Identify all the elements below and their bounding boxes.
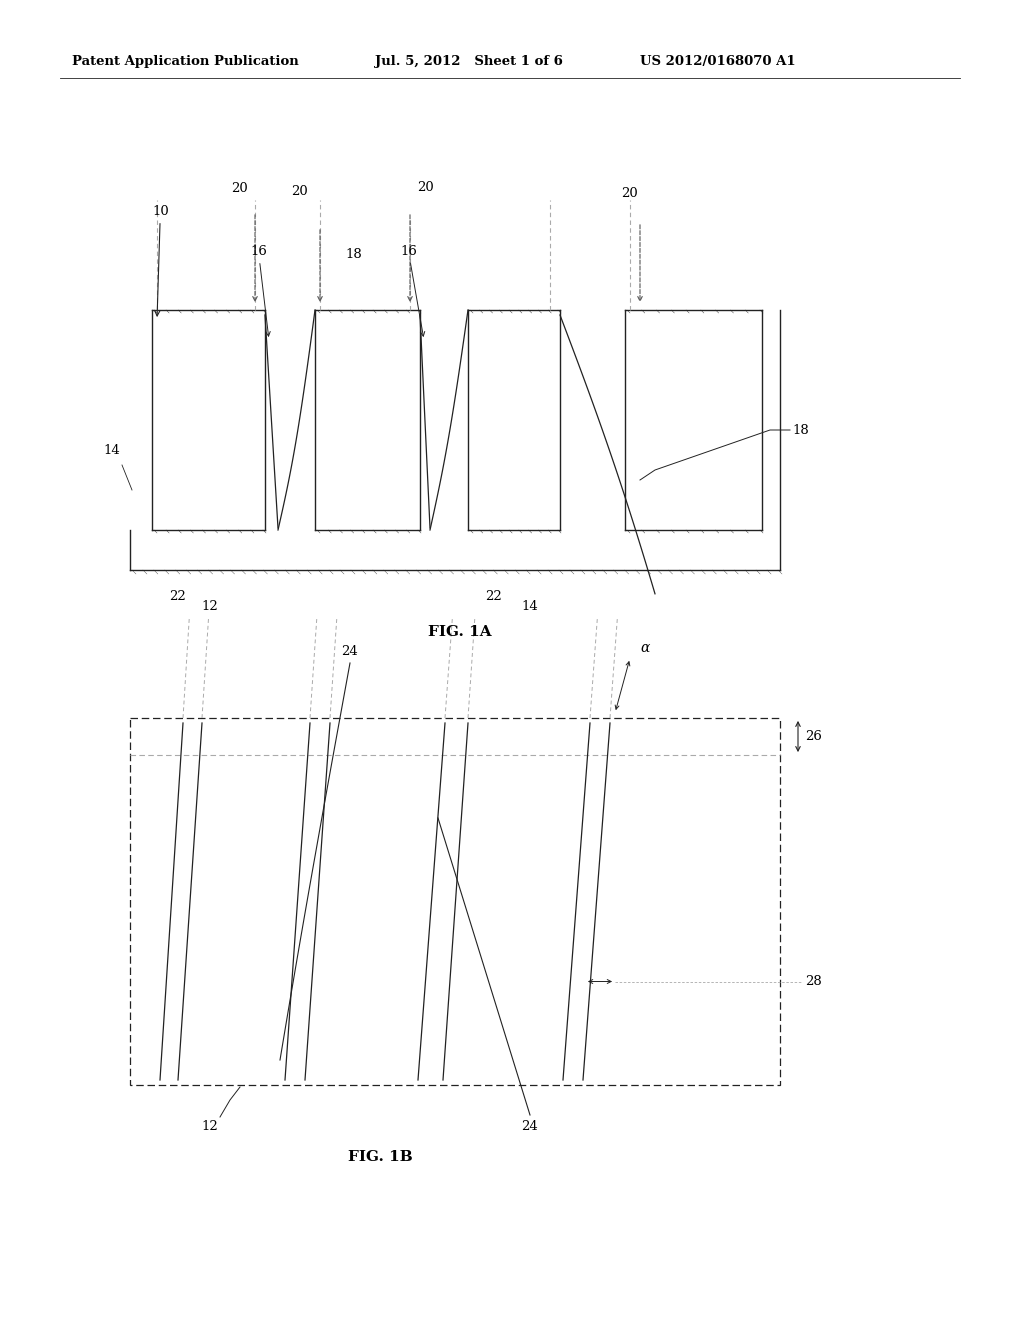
- Text: 20: 20: [417, 181, 433, 194]
- Text: 14: 14: [103, 444, 120, 457]
- Text: 16: 16: [250, 246, 270, 337]
- Text: 26: 26: [805, 730, 822, 743]
- Text: 10: 10: [152, 205, 169, 315]
- Text: 22: 22: [170, 590, 186, 603]
- Text: 18: 18: [792, 424, 809, 437]
- Text: Patent Application Publication: Patent Application Publication: [72, 55, 299, 69]
- Text: 16: 16: [400, 246, 425, 337]
- Text: FIG. 1A: FIG. 1A: [428, 624, 492, 639]
- Text: 20: 20: [292, 185, 308, 198]
- Text: Jul. 5, 2012   Sheet 1 of 6: Jul. 5, 2012 Sheet 1 of 6: [375, 55, 563, 69]
- Text: 18: 18: [345, 248, 361, 261]
- Text: 12: 12: [202, 1119, 218, 1133]
- Text: 22: 22: [484, 590, 502, 603]
- Text: US 2012/0168070 A1: US 2012/0168070 A1: [640, 55, 796, 69]
- Text: 24: 24: [342, 645, 358, 657]
- Text: 14: 14: [521, 601, 539, 612]
- Text: 20: 20: [231, 182, 249, 195]
- Text: 28: 28: [805, 975, 821, 987]
- Text: 12: 12: [202, 601, 218, 612]
- Text: 20: 20: [622, 187, 638, 201]
- Text: 24: 24: [521, 1119, 539, 1133]
- Bar: [130, 718, 780, 1085]
- Text: FIG. 1B: FIG. 1B: [347, 1150, 413, 1164]
- Text: α: α: [640, 642, 649, 655]
